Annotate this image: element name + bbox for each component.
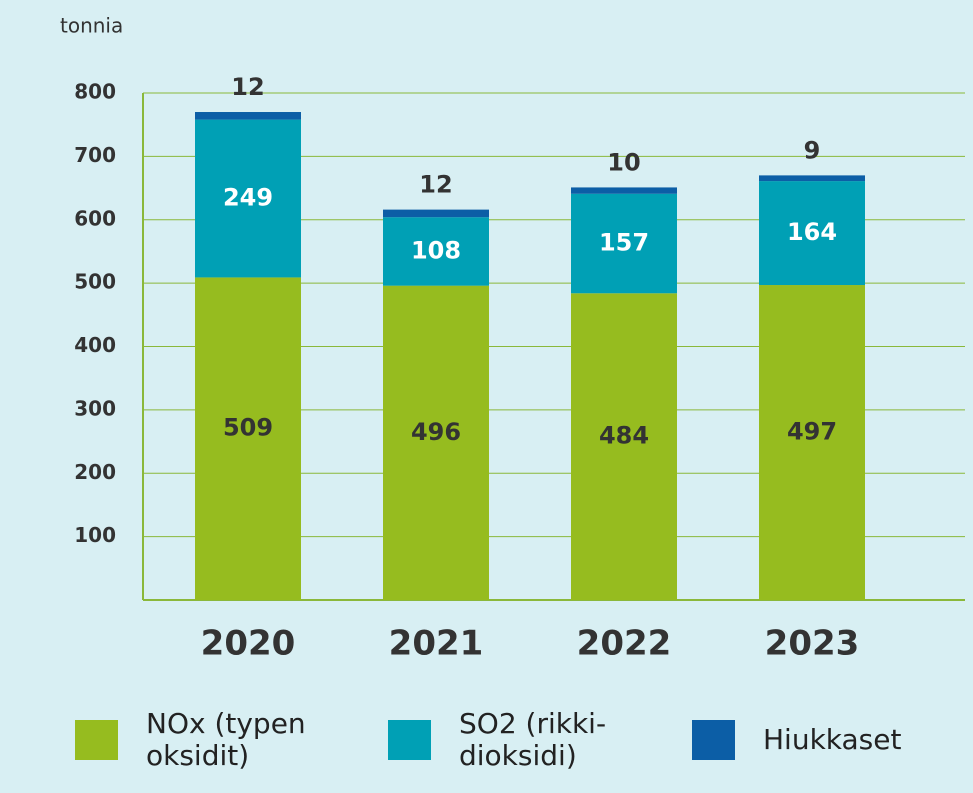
legend-swatch: [388, 720, 431, 760]
data-label: 108: [411, 236, 461, 264]
data-label: 157: [599, 229, 649, 257]
data-label: 509: [223, 414, 273, 442]
bar-segment: [759, 285, 865, 600]
y-tick-label: 700: [74, 143, 116, 167]
legend: NOx (typen oksidit) SO2 (rikki-dioksidi) H…: [0, 690, 973, 790]
bar-segment: [571, 293, 677, 600]
bar-segment: [759, 181, 865, 286]
legend-swatch: [692, 720, 735, 760]
y-tick-label: 200: [74, 460, 116, 484]
y-axis-label: tonnia: [60, 14, 123, 38]
data-label: 12: [231, 73, 264, 101]
y-tick-label: 100: [74, 523, 116, 547]
y-tick-label: 400: [74, 333, 116, 357]
y-tick-label: 500: [74, 270, 116, 294]
data-label: 10: [607, 148, 640, 176]
x-tick-label: 2020: [201, 624, 296, 664]
bar-segment: [383, 209, 489, 218]
bar-segment: [195, 277, 301, 600]
legend-label: Hiukkaset: [763, 723, 902, 756]
bar-segment: [571, 193, 677, 294]
y-tick-label: 600: [74, 206, 116, 230]
bar-segment: [195, 119, 301, 278]
x-tick-label: 2023: [765, 624, 860, 664]
data-label: 9: [804, 136, 821, 164]
legend-item: SO2 (rikki-dioksidi): [388, 700, 609, 780]
data-label: 496: [411, 418, 461, 446]
data-label: 164: [787, 218, 837, 246]
x-tick-label: 2022: [577, 624, 672, 664]
legend-item: NOx (typen oksidit): [75, 700, 306, 780]
bar-segment: [383, 285, 489, 600]
legend-label: SO2 (rikki-dioksidi): [459, 707, 607, 772]
y-tick-label: 300: [74, 396, 116, 420]
chart: tonnia 100 200 300 400 500 600 700 800 2020 509 24…: [60, 14, 965, 664]
bar-segment: [571, 187, 677, 194]
bar-segment: [195, 112, 301, 120]
data-label: 484: [599, 422, 649, 450]
legend-label: NOx (typen oksidit): [146, 707, 306, 772]
x-tick-label: 2021: [389, 624, 484, 664]
data-label: 249: [223, 184, 273, 212]
legend-swatch: [75, 720, 118, 760]
legend-item: Hiukkaset: [692, 700, 973, 780]
y-tick-label: 800: [74, 80, 116, 104]
bar-segment: [383, 217, 489, 286]
bar-segment: [759, 175, 865, 182]
data-label: 12: [419, 171, 452, 199]
data-label: 497: [787, 418, 837, 446]
